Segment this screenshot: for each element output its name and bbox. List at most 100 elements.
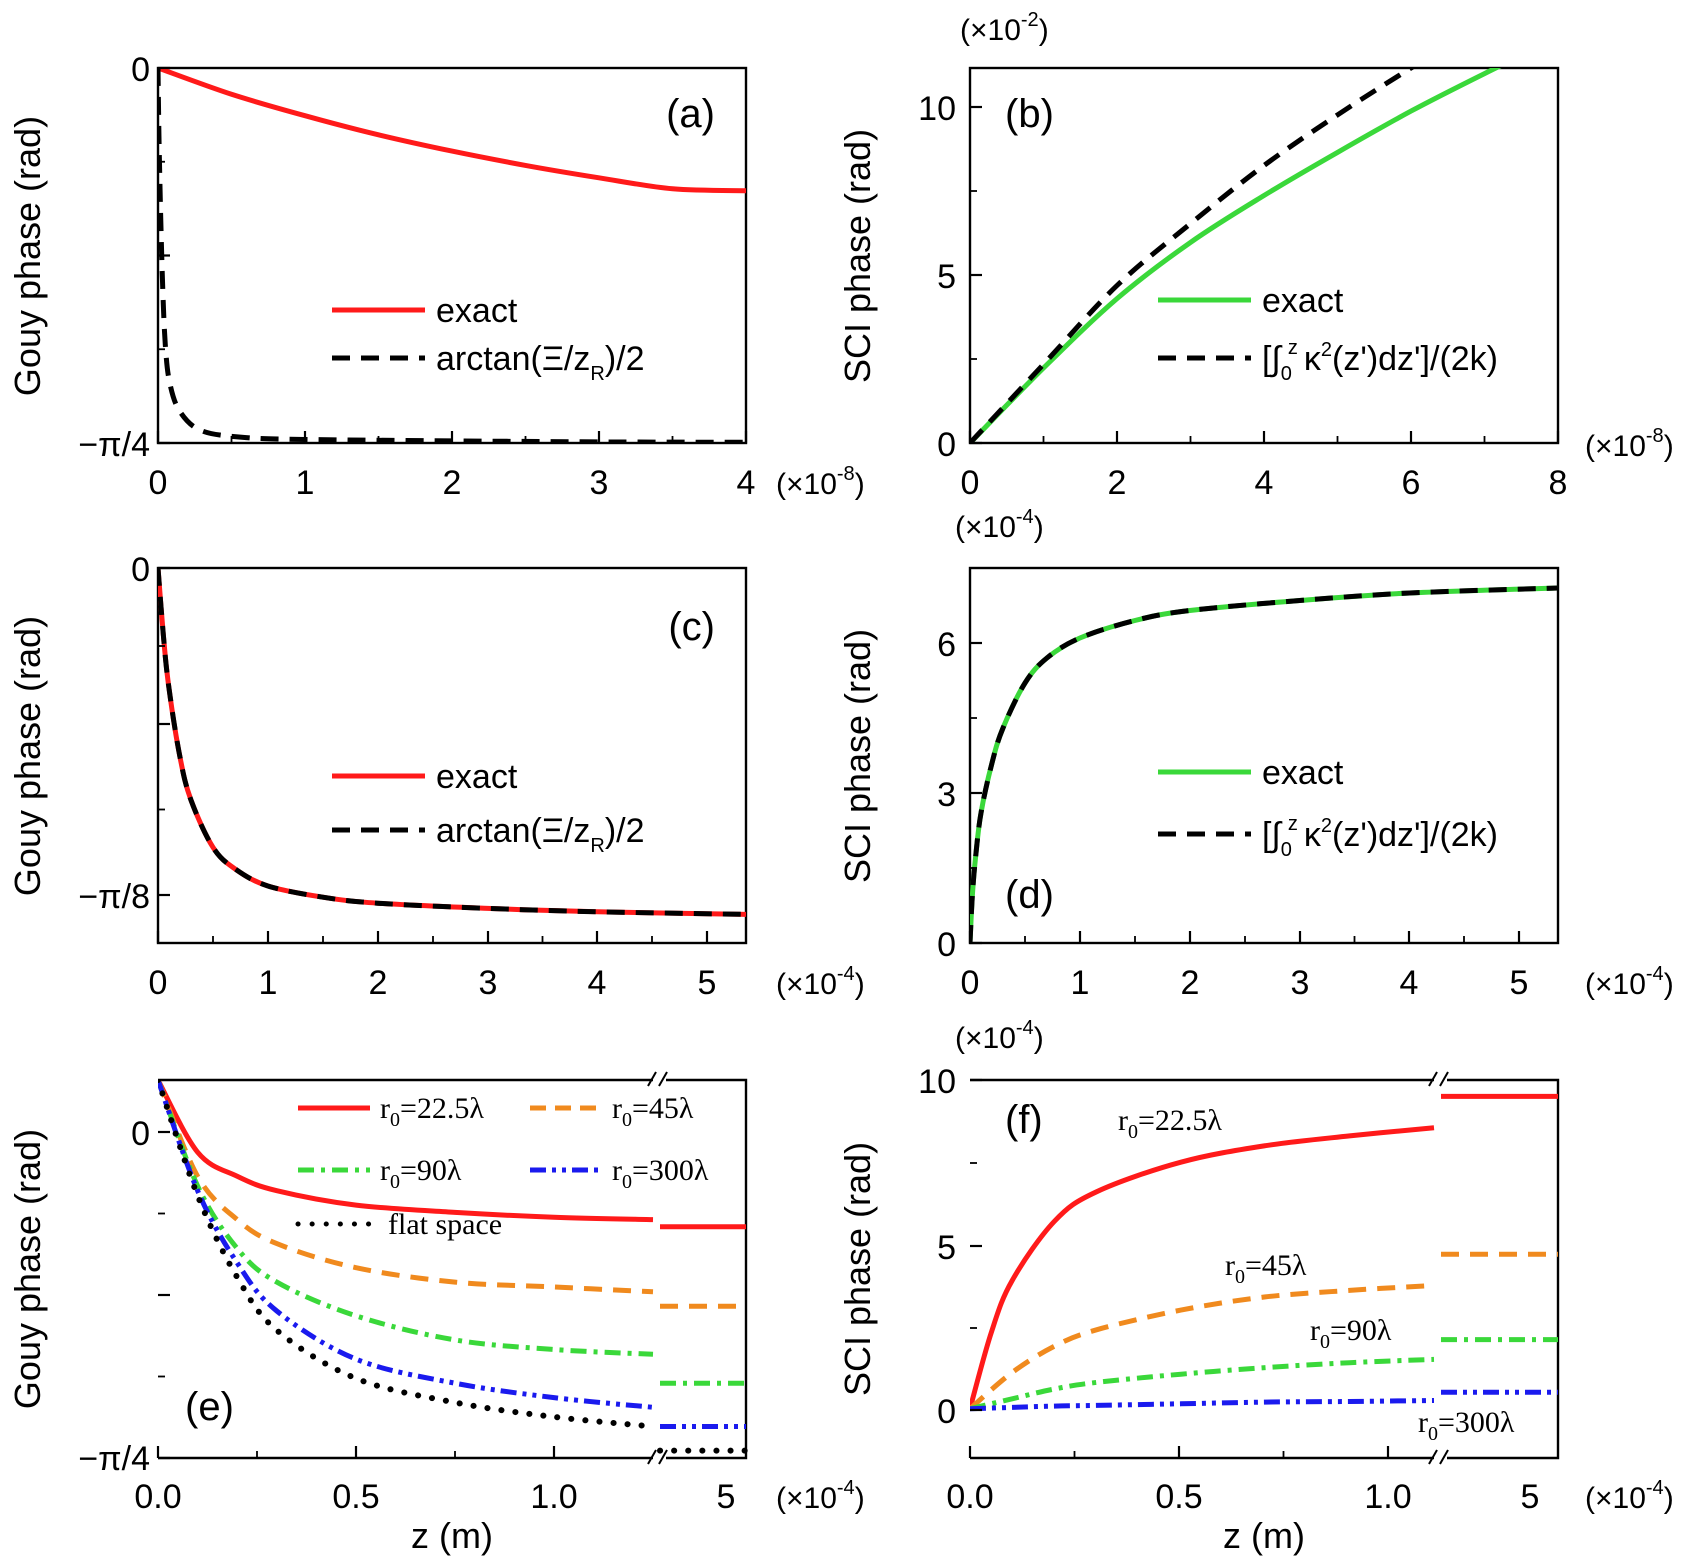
axis-break-mark: [1428, 1071, 1438, 1087]
panel-a-xmult: (×10-8): [776, 463, 865, 501]
axis-break-mark: [647, 1449, 657, 1465]
panel-e-label: (e): [185, 1385, 234, 1429]
legend-label-r22: r0=22.5λ: [380, 1092, 484, 1131]
series-b-1: [970, 68, 1416, 443]
series-a-0: [158, 68, 746, 194]
panel-e-xmult: (×10-4): [776, 1477, 865, 1515]
panel-e-ylabel: Gouy phase (rad): [7, 1129, 48, 1409]
panel-c-ylabel: Gouy phase (rad): [7, 616, 48, 896]
series-c-0: [158, 568, 746, 917]
panel-e-xtick-1: 0.5: [332, 1478, 379, 1516]
panel-b-xtick-1: 2: [1108, 464, 1127, 502]
panel-b-ytick-1: 5: [937, 258, 956, 296]
annotation-r90: r0=90λ: [1310, 1314, 1392, 1353]
legend-label-r90: r0=90λ: [380, 1154, 462, 1193]
panel-a-ylabel: Gouy phase (rad): [7, 116, 48, 396]
panel-f-xtick-1: 0.5: [1155, 1478, 1202, 1516]
legend-label-integral: [∫0z κ2(z')dz']/(2k): [1262, 813, 1498, 861]
panel-c-label: (c): [668, 605, 715, 649]
axis-break-mark: [658, 1449, 668, 1465]
panel-b-xtick-4: 8: [1549, 464, 1568, 502]
panel-d-frame: [968, 566, 1560, 945]
panel-c-xtick-4: 4: [588, 964, 607, 1002]
panel-b-frame: [968, 66, 1560, 445]
series-e-3: [158, 1080, 654, 1410]
panel-a-legend: exact arctan(Ξ/zR)/2: [332, 292, 645, 385]
panel-e-ytick-0: 0: [131, 1115, 150, 1153]
annotation-r45: r0=45λ: [1225, 1249, 1307, 1288]
panel-f-ymult: (×10-4): [955, 1017, 1044, 1055]
panel-d-plot: [970, 585, 1558, 943]
axis-break-mark: [1439, 1071, 1449, 1087]
axis-ticks: [156, 66, 1560, 1460]
panel-c-plot: [158, 568, 746, 917]
panel-d-xtick-0: 0: [961, 964, 980, 1002]
panel-a-xtick-3: 3: [590, 464, 609, 502]
panel-c-ytick-1: −π/8: [78, 878, 150, 916]
panel-f-label: (f): [1005, 1098, 1043, 1142]
legend-label-arctan: arctan(Ξ/zR)/2: [436, 812, 645, 857]
panel-b: SCI phase (rad) 0 5 10 (×10-2) 0 2 4 6 8…: [837, 9, 1674, 502]
legend-label-exact: exact: [436, 758, 518, 796]
legend-label-r300: r0=300λ: [612, 1154, 709, 1193]
panel-c-xtick-0: 0: [149, 964, 168, 1002]
panel-b-ytick-0: 0: [937, 426, 956, 464]
panel-f-ytick-0: 0: [937, 1393, 956, 1431]
panel-d: SCI phase (rad) 0 3 6 (×10-4) 0 1 2 3 4 …: [837, 506, 1674, 1002]
series-c-1: [158, 568, 746, 917]
panel-d-ytick-1: 3: [937, 776, 956, 814]
panel-f-plot: [970, 1125, 1435, 1412]
panel-f-xlabel: z (m): [1223, 1515, 1305, 1556]
panel-d-ylabel: SCI phase (rad): [837, 629, 878, 883]
panel-c-xtick-3: 3: [479, 964, 498, 1002]
panel-b-ymult: (×10-2): [960, 9, 1049, 47]
series-e-0: [158, 1080, 654, 1223]
panel-e: Gouy phase (rad) 0 −π/4 0.0 0.5 1.0 5 (×…: [7, 1071, 865, 1556]
series-f-1: [970, 1282, 1435, 1411]
series-f-2: [970, 1356, 1435, 1412]
panel-d-xtick-4: 4: [1400, 964, 1419, 1002]
panel-f-frame: [970, 1078, 1560, 1460]
panel-a-xtick-1: 1: [296, 464, 315, 502]
panel-d-xtick-1: 1: [1071, 964, 1090, 1002]
panel-b-label: (b): [1005, 92, 1054, 136]
panel-c-ytick-0: 0: [131, 551, 150, 589]
panel-c-xtick-2: 2: [369, 964, 388, 1002]
panel-b-xmult: (×10-8): [1585, 425, 1674, 463]
legend-label-exact: exact: [1262, 754, 1344, 792]
panel-c-frame: [156, 566, 748, 945]
annotation-r22: r0=22.5λ: [1118, 1104, 1222, 1143]
series-e-4: [158, 1080, 656, 1430]
legend-label-integral: [∫0z κ2(z')dz']/(2k): [1262, 337, 1498, 385]
panel-f-xtick-2: 1.0: [1364, 1478, 1411, 1516]
panel-c: Gouy phase (rad) 0 −π/8 0 1 2 3 4 5 (×10…: [7, 551, 865, 1002]
series-f-3: [970, 1398, 1435, 1412]
panel-c-xtick-5: 5: [698, 964, 717, 1002]
panel-c-xtick-1: 1: [259, 964, 278, 1002]
panel-e-xtick-2: 1.0: [530, 1478, 577, 1516]
panel-a-xtick-0: 0: [149, 464, 168, 502]
panel-b-ytick-2: 10: [918, 90, 956, 128]
axis-break-mark: [1439, 1449, 1449, 1465]
panel-b-xtick-2: 4: [1255, 464, 1274, 502]
panel-e-axis-break: [647, 1071, 668, 1465]
series-e-2: [158, 1080, 654, 1357]
panel-a-label: (a): [666, 92, 715, 136]
panel-b-xtick-0: 0: [961, 464, 980, 502]
panel-b-plot: [970, 68, 1502, 443]
panel-d-ytick-2: 6: [937, 626, 956, 664]
panel-d-xtick-2: 2: [1181, 964, 1200, 1002]
panel-d-xmult: (×10-4): [1585, 963, 1674, 1001]
series-f-0: [970, 1125, 1435, 1410]
panel-c-xmult: (×10-4): [776, 963, 865, 1001]
panel-d-xtick-3: 3: [1291, 964, 1310, 1002]
panel-a: Gouy phase (rad) 0 −π/4 0 1 2 3 4 (×10-8…: [7, 51, 865, 502]
panel-e-xtick-3: 5: [717, 1478, 736, 1516]
panel-e-xtick-0: 0.0: [134, 1478, 181, 1516]
panel-a-xtick-2: 2: [443, 464, 462, 502]
legend-label-arctan: arctan(Ξ/zR)/2: [436, 340, 645, 385]
panel-b-legend: exact [∫0z κ2(z')dz']/(2k): [1158, 282, 1498, 385]
series-e-1: [158, 1080, 654, 1295]
legend-label-exact: exact: [1262, 282, 1344, 320]
